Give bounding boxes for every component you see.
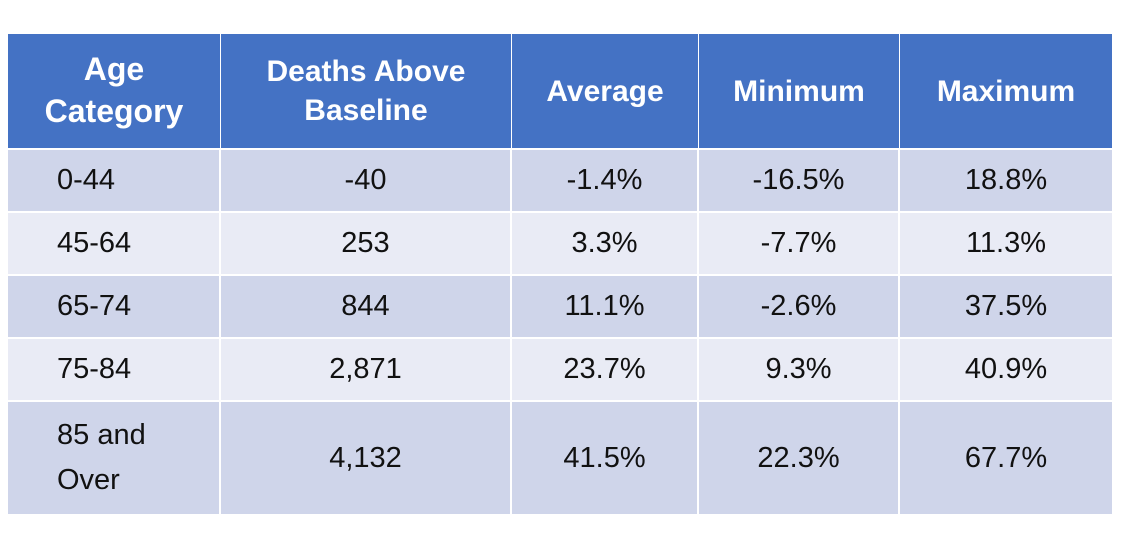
header-age-line1: Age [83, 51, 145, 88]
table-header-row: Age Category Deaths Above Baseline Avera… [8, 34, 1112, 148]
cell-average: 11.1% [512, 274, 699, 337]
header-average: Average [512, 34, 699, 148]
header-minimum: Minimum [699, 34, 900, 148]
cell-average: 3.3% [512, 211, 699, 274]
cell-deaths: -40 [221, 148, 512, 211]
cell-maximum: 37.5% [900, 274, 1112, 337]
header-age-line2: Category [44, 93, 184, 129]
cell-deaths: 2,871 [221, 337, 512, 400]
cell-maximum: 67.7% [900, 400, 1112, 514]
cell-age: 75-84 [8, 337, 221, 400]
table-row: 85 and Over 4,132 41.5% 22.3% 67.7% [8, 400, 1112, 514]
header-deaths-line2: Baseline [304, 94, 428, 127]
cell-maximum: 40.9% [900, 337, 1112, 400]
cell-minimum: -2.6% [699, 274, 900, 337]
deaths-table-container: Age Category Deaths Above Baseline Avera… [8, 34, 1112, 514]
cell-average: -1.4% [512, 148, 699, 211]
cell-age-line2: Over [57, 464, 120, 496]
cell-age: 45-64 [8, 211, 221, 274]
cell-minimum: -16.5% [699, 148, 900, 211]
cell-average: 23.7% [512, 337, 699, 400]
table-row: 65-74 844 11.1% -2.6% 37.5% [8, 274, 1112, 337]
cell-maximum: 11.3% [900, 211, 1112, 274]
cell-minimum: -7.7% [699, 211, 900, 274]
cell-deaths: 4,132 [221, 400, 512, 514]
table-row: 75-84 2,871 23.7% 9.3% 40.9% [8, 337, 1112, 400]
cell-deaths: 253 [221, 211, 512, 274]
cell-deaths: 844 [221, 274, 512, 337]
header-maximum: Maximum [900, 34, 1112, 148]
cell-age: 65-74 [8, 274, 221, 337]
table-row: 0-44 -40 -1.4% -16.5% 18.8% [8, 148, 1112, 211]
cell-age: 85 and Over [8, 400, 221, 514]
cell-average: 41.5% [512, 400, 699, 514]
table-row: 45-64 253 3.3% -7.7% 11.3% [8, 211, 1112, 274]
cell-age: 0-44 [8, 148, 221, 211]
cell-age-line1: 85 and [57, 419, 146, 452]
header-age-category: Age Category [8, 34, 221, 148]
header-deaths-above-baseline: Deaths Above Baseline [221, 34, 512, 148]
cell-minimum: 9.3% [699, 337, 900, 400]
deaths-by-age-table: Age Category Deaths Above Baseline Avera… [8, 34, 1112, 514]
cell-maximum: 18.8% [900, 148, 1112, 211]
header-deaths-line1: Deaths Above [266, 55, 466, 88]
cell-minimum: 22.3% [699, 400, 900, 514]
